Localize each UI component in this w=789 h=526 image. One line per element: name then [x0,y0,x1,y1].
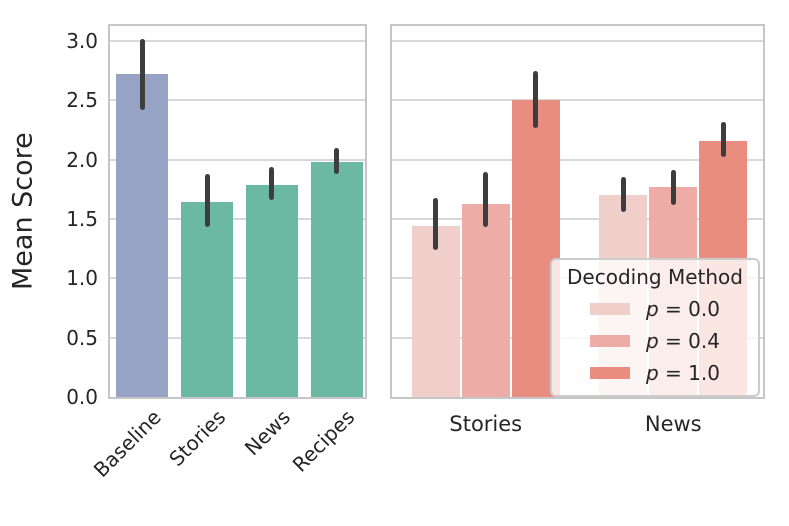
bar-stories-p=0.4 [461,203,510,397]
legend-item: p = 1.0 [552,357,758,389]
bar-news-p=0.0-error-bar [620,177,626,212]
legend-item-label: p = 0.0 [646,297,720,321]
bar-news-error-bar [269,166,275,201]
gridline [110,40,365,42]
gridline [110,99,365,102]
gridline [392,158,763,161]
bar-baseline [116,74,169,397]
y-tick-label: 1.0 [66,266,98,291]
gridline [392,218,763,220]
y-tick-label: 1.5 [66,207,98,231]
bar-recipes [310,162,363,397]
gridline [110,218,365,220]
bar-news [245,184,298,397]
legend-swatch [590,335,630,347]
legend: Decoding Method p = 0.0 p = 0.4 p = 1.0 [550,258,760,397]
gridline [110,158,365,161]
legend-item-label: p = 1.0 [646,361,720,385]
y-tick-label: 3.0 [66,29,98,53]
x-tick-label: Stories [449,412,523,436]
y-axis-label: Mean Score [7,132,39,291]
bar-stories-p=0.4-error-bar [483,171,489,228]
y-tick-label: 0.5 [66,325,98,350]
x-tick-label: Stories [164,405,231,471]
y-tick-label: 2.0 [66,147,98,172]
bar-stories-p=1.0-error-bar [533,70,539,128]
left-chart-axes: 0.0 0.5 1.0 1.5 2.0 2.5 3.0 Baseline Stories News… [66,24,367,482]
x-tick-label: Baseline [88,405,166,482]
bar-recipes-error-bar [334,147,340,174]
legend-item: p = 0.4 [552,325,758,357]
bar-stories-p=0.0 [411,226,460,397]
legend-swatch [590,367,630,379]
bar-stories-p=0.0-error-bar [433,197,439,250]
bar-stories [181,202,234,397]
legend-swatch [590,303,630,315]
bar-baseline-error-bar [139,38,145,110]
x-tick-label: News [644,412,702,436]
bar-news-p=0.4-error-bar [670,170,676,205]
legend-title: Decoding Method [567,265,743,289]
legend-item-label: p = 0.4 [646,329,720,353]
bar-news-p=1.0-error-bar [720,121,726,158]
x-tick-label: News [239,405,295,461]
gridline [392,99,763,102]
right-chart-axes: Stories News Decoding Method p = 0.0 p = 0.4… [390,24,765,436]
legend-item: p = 0.0 [552,293,758,325]
gridline [110,336,365,339]
gridline [392,40,763,42]
gridline [110,277,365,280]
y-tick-label: 0.0 [66,385,98,409]
x-tick-label: Recipes [287,405,360,477]
y-tick-label: 2.5 [66,88,98,113]
bar-stories-error-bar [204,173,210,228]
